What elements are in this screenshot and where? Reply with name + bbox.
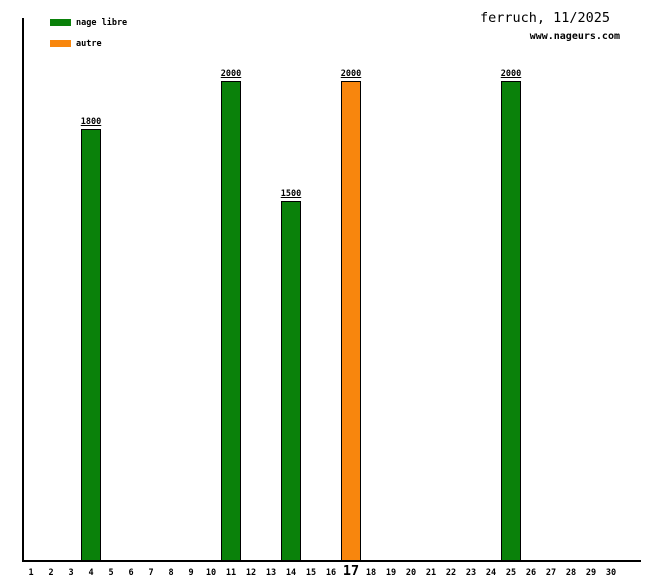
x-tick-27: 27 xyxy=(545,568,557,578)
x-tick-8: 8 xyxy=(168,568,174,578)
x-tick-14: 14 xyxy=(285,568,297,578)
x-tick-23: 23 xyxy=(465,568,477,578)
x-tick-24: 24 xyxy=(485,568,497,578)
x-tick-9: 9 xyxy=(188,568,194,578)
x-tick-5: 5 xyxy=(108,568,114,578)
bar-nage-libre-day-4 xyxy=(81,129,101,561)
bar-nage-libre-day-11 xyxy=(221,81,241,561)
legend-swatch-nage-libre xyxy=(50,19,71,26)
x-tick-11: 11 xyxy=(225,568,237,578)
x-tick-12: 12 xyxy=(245,568,257,578)
x-tick-3: 3 xyxy=(68,568,74,578)
x-tick-25: 25 xyxy=(505,568,517,578)
bar-value-label-day-11: 2000 xyxy=(220,69,242,79)
bar-nage-libre-day-14 xyxy=(281,201,301,561)
x-axis-line xyxy=(22,560,641,562)
legend-label-nage-libre: nage libre xyxy=(76,18,128,28)
x-tick-1: 1 xyxy=(28,568,34,578)
chart-title: ferruch, 11/2025 xyxy=(479,10,610,26)
x-tick-28: 28 xyxy=(565,568,577,578)
x-tick-30: 30 xyxy=(605,568,617,578)
x-tick-22: 22 xyxy=(445,568,457,578)
legend-label-autre: autre xyxy=(76,39,102,49)
x-tick-20: 20 xyxy=(405,568,417,578)
chart-subtitle: www.nageurs.com xyxy=(529,31,620,42)
x-tick-10: 10 xyxy=(205,568,217,578)
x-tick-15: 15 xyxy=(305,568,317,578)
x-tick-13: 13 xyxy=(265,568,277,578)
bar-autre-day-17 xyxy=(341,81,361,561)
x-tick-2: 2 xyxy=(48,568,54,578)
x-tick-19: 19 xyxy=(385,568,397,578)
bar-value-label-day-25: 2000 xyxy=(500,69,522,79)
x-tick-16: 16 xyxy=(325,568,337,578)
y-axis-line xyxy=(22,18,24,561)
x-tick-6: 6 xyxy=(128,568,134,578)
x-tick-17: 17 xyxy=(342,563,360,579)
bar-value-label-day-17: 2000 xyxy=(340,69,362,79)
bar-nage-libre-day-25 xyxy=(501,81,521,561)
x-tick-26: 26 xyxy=(525,568,537,578)
x-tick-4: 4 xyxy=(88,568,94,578)
x-tick-29: 29 xyxy=(585,568,597,578)
x-tick-18: 18 xyxy=(365,568,377,578)
x-tick-7: 7 xyxy=(148,568,154,578)
bar-value-label-day-14: 1500 xyxy=(280,189,302,199)
bar-value-label-day-4: 1800 xyxy=(80,117,102,127)
legend-swatch-autre xyxy=(50,40,71,47)
x-tick-21: 21 xyxy=(425,568,437,578)
